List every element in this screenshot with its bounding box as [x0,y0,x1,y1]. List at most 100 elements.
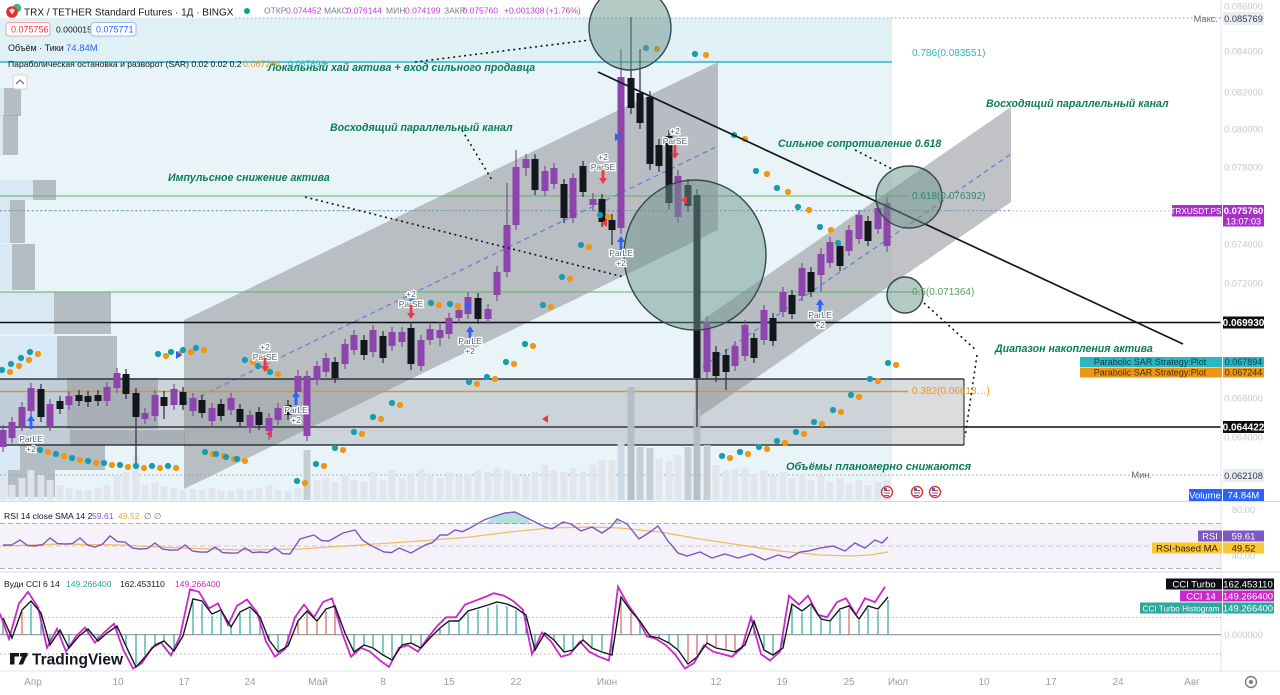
svg-text:Апр: Апр [24,677,42,688]
svg-text:59.61: 59.61 [92,511,114,521]
svg-text:0.082000: 0.082000 [1224,88,1263,98]
svg-text:12: 12 [710,677,722,688]
svg-text:0.064422: 0.064422 [1223,423,1265,434]
svg-text:0.074452: 0.074452 [286,6,322,16]
svg-text:МИН: МИН [386,6,405,16]
svg-text:13:07:03: 13:07:03 [1226,217,1261,227]
svg-text:24: 24 [244,677,256,688]
svg-text:(+1.76%): (+1.76%) [546,6,581,16]
svg-text:0.086000: 0.086000 [1224,2,1263,12]
svg-text:Диапазон накопления актива: Диапазон накопления актива [994,343,1153,355]
svg-text:МАКС: МАКС [324,6,348,16]
svg-text:0.5(0.071364): 0.5(0.071364) [912,287,974,298]
svg-text:Мин.: Мин. [1131,470,1152,480]
svg-text:74.84M: 74.84M [1228,491,1260,502]
svg-text:0.085769: 0.085769 [1224,14,1263,24]
svg-text:Июн: Июн [597,677,617,688]
svg-text:Объёмы планомерно снижаются: Объёмы планомерно снижаются [786,461,972,473]
svg-text:+2: +2 [26,444,36,454]
svg-text:ParLE: ParLE [284,405,308,415]
svg-text:49.52: 49.52 [118,511,140,521]
svg-text:TRX / TETHER Standard Futures: TRX / TETHER Standard Futures · 1Д · BIN… [24,8,234,19]
svg-text:80.00: 80.00 [1232,505,1255,515]
svg-text:Локальный хай актива + вход си: Локальный хай актива + вход сильного про… [267,62,535,74]
svg-text:ParSE: ParSE [663,136,688,146]
svg-text:0.084000: 0.084000 [1224,47,1263,57]
svg-text:10: 10 [112,677,124,688]
svg-text:149.266400: 149.266400 [66,579,112,589]
svg-text:149.266400: 149.266400 [175,579,221,589]
svg-text:0.075760: 0.075760 [463,6,499,16]
svg-text:+2: +2 [465,346,475,356]
svg-text:49.52: 49.52 [1232,544,1256,555]
svg-text:0.072000: 0.072000 [1224,279,1263,289]
svg-text:0.000015: 0.000015 [56,25,92,35]
svg-text:ОТКР: ОТКР [264,6,287,16]
svg-text:0.076144: 0.076144 [347,6,383,16]
svg-text:ParLE: ParLE [808,310,832,320]
svg-text:Сильное сопротивление 0.618: Сильное сопротивление 0.618 [778,138,941,150]
svg-text:0.064000: 0.064000 [1224,433,1263,443]
svg-text:ParLE: ParLE [19,434,43,444]
svg-text:ParSE: ParSE [253,352,278,362]
svg-text:RSI: RSI [1202,532,1218,543]
svg-text:Parabolic SAR Strategy:Plot: Parabolic SAR Strategy:Plot [1094,368,1207,378]
svg-text:0.078000: 0.078000 [1224,163,1263,173]
svg-text:CCI Turbo Histogram: CCI Turbo Histogram [1143,605,1220,614]
svg-text:0.066000: 0.066000 [1224,394,1263,404]
svg-text:19: 19 [776,677,788,688]
svg-text:162.453110: 162.453110 [120,579,165,589]
svg-text:+2: +2 [406,289,416,299]
svg-text:8: 8 [380,677,386,688]
svg-text:0.062108: 0.062108 [1224,471,1263,481]
svg-text:CCI Turbo: CCI Turbo [1172,580,1215,591]
svg-text:0.075771: 0.075771 [96,25,134,35]
svg-text:+2: +2 [291,415,301,425]
svg-text:+2: +2 [260,342,270,352]
svg-text:25: 25 [843,677,855,688]
svg-text:+2: +2 [598,152,608,162]
svg-text:CCI 14: CCI 14 [1186,592,1216,603]
svg-text:0.080000: 0.080000 [1224,125,1263,135]
svg-text:0.074000: 0.074000 [1224,240,1263,250]
svg-text:Volume: Volume [1189,491,1221,502]
svg-text:ParLE: ParLE [458,336,482,346]
svg-text:17: 17 [178,677,190,688]
svg-text:Май: Май [308,677,328,688]
svg-text:ParSE: ParSE [591,162,616,172]
svg-text:0.067244: 0.067244 [243,59,281,69]
svg-text:Авг: Авг [1184,677,1200,688]
svg-text:∅ ∅: ∅ ∅ [144,511,162,521]
svg-text:40.00: 40.00 [1232,551,1255,561]
svg-text:+2: +2 [815,320,825,330]
svg-text:149.266400: 149.266400 [1223,604,1273,615]
svg-text:Parabolic SAR Strategy:Plot: Parabolic SAR Strategy:Plot [1094,357,1207,367]
svg-text:RSI-based MA: RSI-based MA [1156,544,1218,555]
svg-text:TradingView: TradingView [32,652,124,669]
svg-text:Импульсное снижение актива: Импульсное снижение актива [168,172,330,184]
svg-text:0.075760: 0.075760 [1224,206,1264,217]
svg-text:+2: +2 [616,258,626,268]
svg-text:Вуди CCI 6 14: Вуди CCI 6 14 [4,579,60,589]
svg-text:17: 17 [1045,677,1057,688]
svg-text:Восходящий параллельный канал: Восходящий параллельный канал [986,98,1169,110]
svg-text:0.382(0.06613…): 0.382(0.06613…) [912,386,990,397]
svg-text:22: 22 [510,677,522,688]
svg-text:59.61: 59.61 [1232,532,1256,543]
svg-text:ЗАКР: ЗАКР [444,6,466,16]
svg-text:ParLE: ParLE [609,248,633,258]
svg-text:0.074199: 0.074199 [405,6,441,16]
svg-text:149.266400: 149.266400 [1223,592,1273,603]
svg-text:0.067894: 0.067894 [288,59,326,69]
svg-text:0.067244: 0.067244 [1225,368,1263,378]
svg-text:0.786(0.083551): 0.786(0.083551) [912,48,985,59]
svg-text:+2: +2 [670,126,680,136]
svg-text:Параболическая остановка и раз: Параболическая остановка и разворот (SAR… [8,59,242,69]
svg-text:24: 24 [1112,677,1124,688]
svg-text:0.067894: 0.067894 [1225,357,1263,367]
svg-text:TRXUSDT.PS: TRXUSDT.PS [1171,207,1222,216]
svg-text:Восходящий параллельный канал: Восходящий параллельный канал [330,122,513,134]
svg-text:Макс.: Макс. [1194,14,1218,24]
svg-text:ParSE: ParSE [399,299,424,309]
svg-text:0.069930: 0.069930 [1223,318,1265,329]
